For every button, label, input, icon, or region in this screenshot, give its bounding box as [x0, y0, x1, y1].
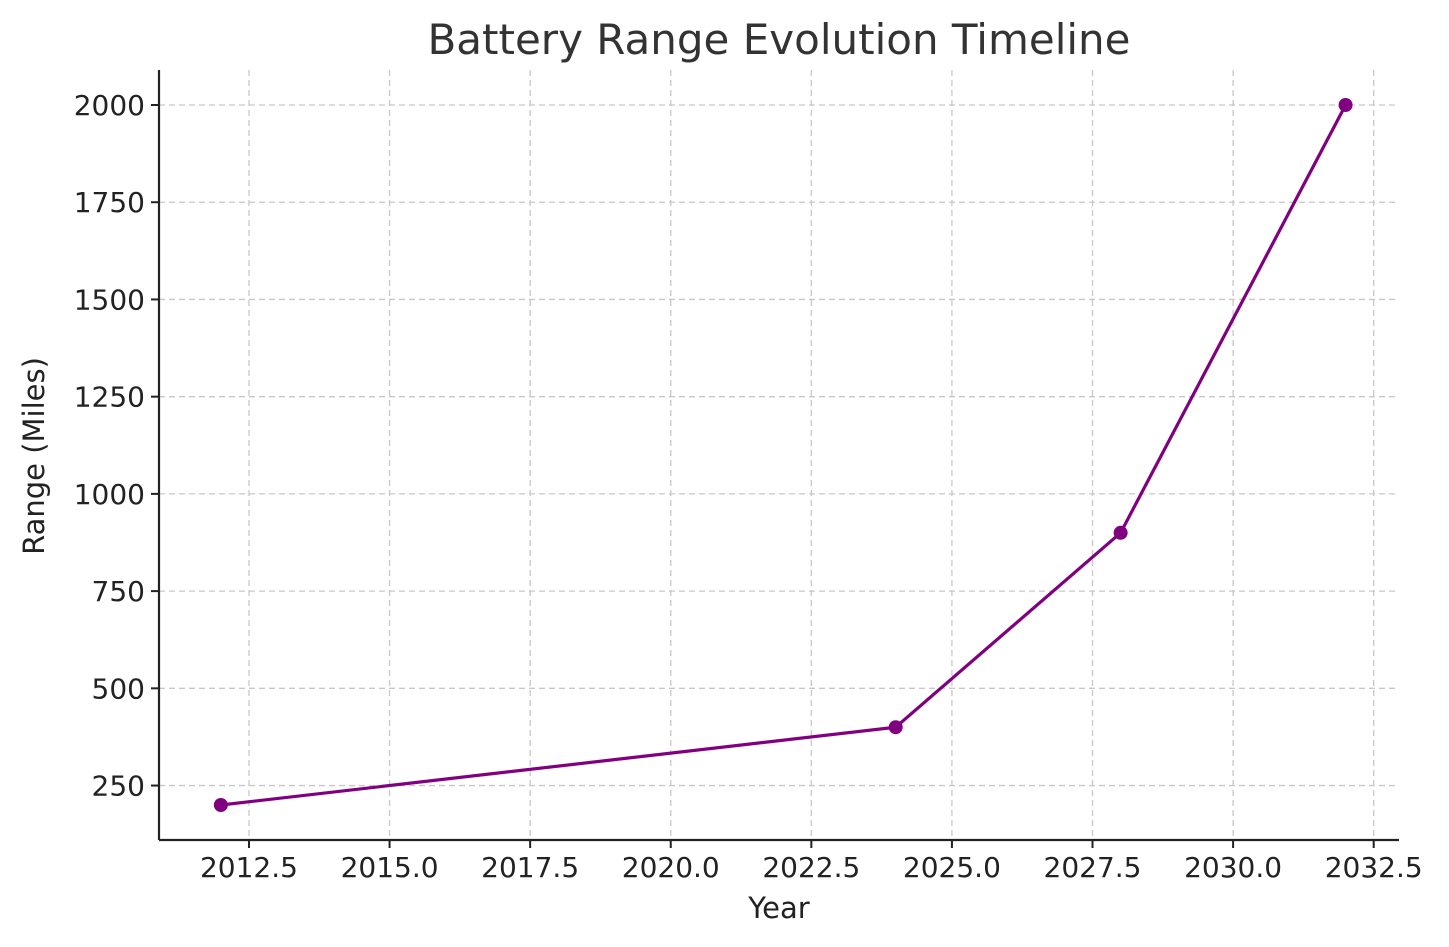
y-tick-label: 1500 [74, 283, 145, 316]
y-tick-label: 2000 [74, 89, 145, 122]
data-point [213, 798, 228, 812]
y-tick-label: 1000 [74, 478, 145, 511]
grid [159, 70, 1399, 840]
y-tick-label: 1250 [74, 381, 145, 414]
y-tick-label: 500 [92, 672, 145, 705]
x-axis-label: Year [747, 891, 809, 925]
series [213, 98, 1353, 812]
y-tick-label: 250 [92, 770, 145, 803]
data-point [1338, 98, 1353, 112]
y-tick-label: 1750 [74, 186, 145, 219]
x-tick-label: 2020.0 [622, 851, 720, 884]
axes [157, 70, 1399, 842]
y-tick-label: 750 [92, 575, 145, 608]
x-tick-label: 2015.0 [341, 851, 439, 884]
x-tick-label: 2030.0 [1184, 851, 1282, 884]
x-tick-label: 2032.5 [1325, 851, 1423, 884]
x-tick-label: 2012.5 [200, 851, 298, 884]
data-point [888, 720, 903, 735]
y-axis-label: Range (Miles) [17, 357, 51, 555]
x-tick-label: 2022.5 [762, 851, 860, 884]
data-point [1113, 525, 1128, 540]
chart-title: Battery Range Evolution Timeline [427, 15, 1130, 64]
x-tick-label: 2017.5 [481, 851, 579, 884]
x-tick-label: 2027.5 [1044, 851, 1142, 884]
ticks: 2012.5 2015.0 2017.5 2020.0 2022.5 2025.0 2027… [74, 89, 1423, 884]
x-tick-label: 2025.0 [903, 851, 1001, 884]
series-line [220, 104, 1347, 807]
